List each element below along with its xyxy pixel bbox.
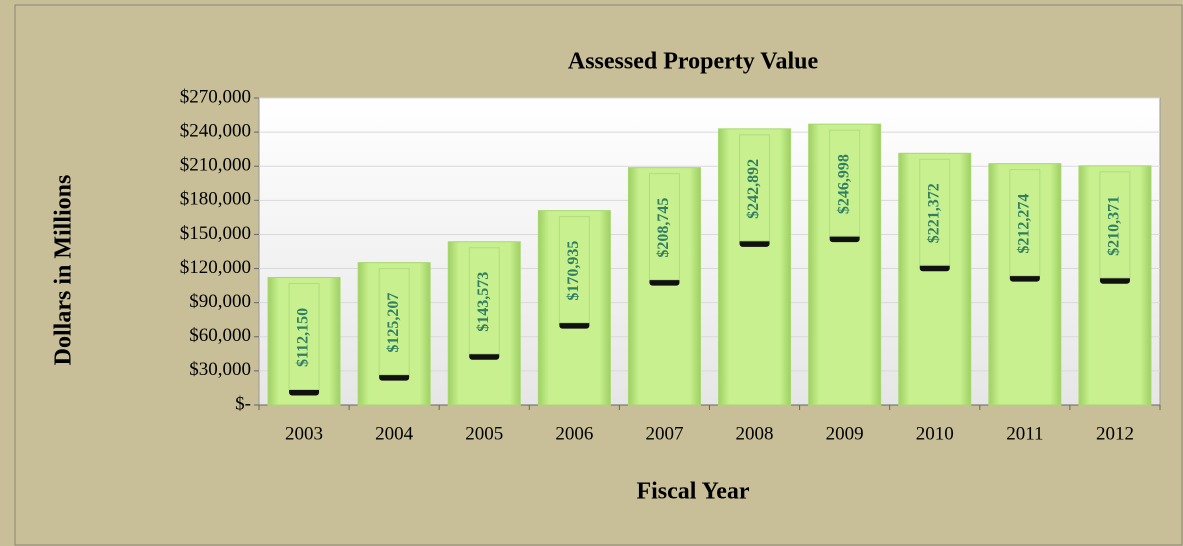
value-label: $210,371: [1106, 196, 1123, 256]
x-tick-label: 2011: [1006, 423, 1043, 444]
value-label: $170,935: [565, 241, 582, 301]
x-tick-label: 2003: [285, 423, 323, 444]
label-box: [1099, 171, 1131, 279]
y-tick-label: $30,000: [189, 359, 251, 380]
label-box: [829, 129, 861, 237]
value-label: $221,372: [925, 183, 942, 243]
x-tick-label: 2012: [1096, 423, 1134, 444]
value-label: $242,892: [745, 159, 762, 219]
y-tick-label: $210,000: [180, 155, 251, 176]
x-tick-label: 2009: [826, 423, 864, 444]
label-box: [739, 134, 771, 242]
chart-title: Assessed Property Value: [568, 49, 819, 75]
label-box: [648, 173, 680, 281]
value-label: $208,745: [655, 198, 672, 258]
x-tick-label: 2006: [555, 423, 593, 444]
y-axis-title: Dollars in Millions: [51, 175, 77, 366]
y-tick-label: $90,000: [189, 291, 251, 312]
label-box: [288, 282, 320, 390]
y-tick-label: $150,000: [180, 223, 251, 244]
label-box: [919, 158, 951, 266]
value-label: $125,207: [385, 293, 402, 353]
x-tick-label: 2008: [736, 423, 774, 444]
label-box: [558, 216, 590, 324]
label-box: [1009, 169, 1041, 277]
x-tick-label: 2005: [465, 423, 503, 444]
x-tick-label: 2007: [645, 423, 683, 444]
x-axis-title: Fiscal Year: [636, 479, 749, 505]
value-label: $212,274: [1016, 194, 1033, 254]
y-tick-label: $-: [235, 393, 251, 414]
value-label: $143,573: [475, 272, 492, 332]
y-tick-label: $120,000: [180, 257, 251, 278]
y-tick-label: $240,000: [180, 120, 251, 141]
y-tick-label: $180,000: [180, 189, 251, 210]
label-box: [468, 247, 500, 355]
x-tick-label: 2010: [916, 423, 954, 444]
value-label: $112,150: [295, 308, 312, 367]
label-box: [378, 268, 410, 376]
y-tick-label: $270,000: [180, 86, 251, 107]
x-tick-label: 2004: [375, 423, 414, 444]
bar: [808, 123, 882, 406]
y-tick-label: $60,000: [189, 325, 251, 346]
value-label: $246,998: [835, 154, 852, 214]
